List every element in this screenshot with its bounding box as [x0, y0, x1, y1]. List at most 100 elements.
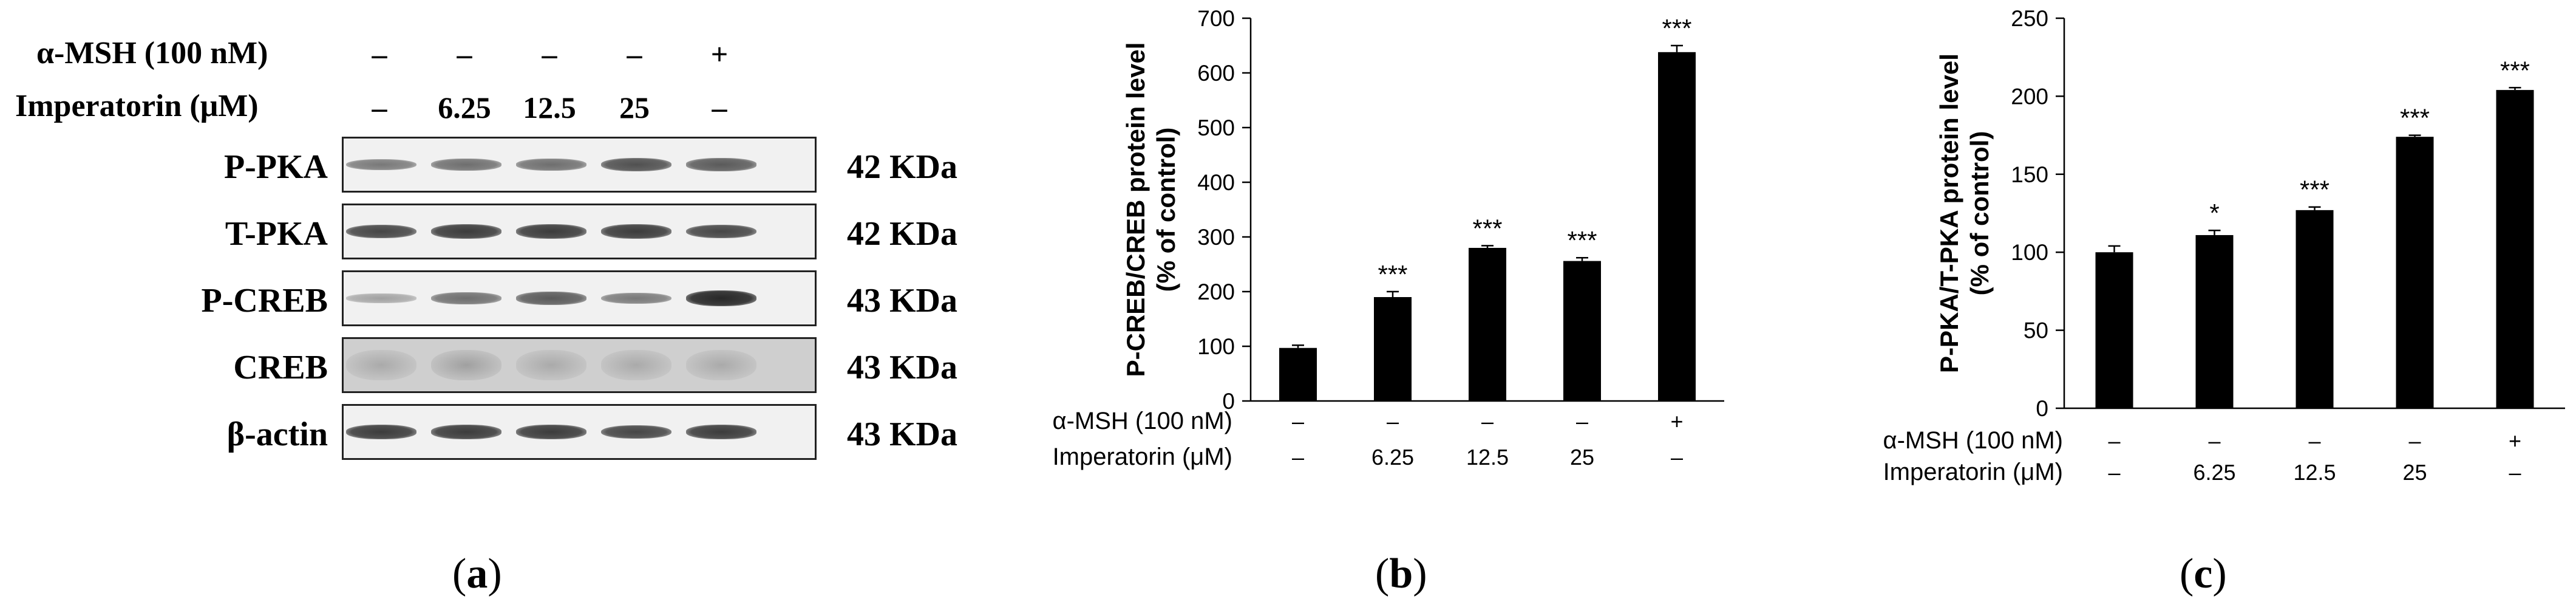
treatment-value: –	[542, 37, 557, 71]
blot-band	[601, 425, 671, 439]
panel-letter-c: (c)	[2180, 550, 2227, 597]
y-tick-label: 700	[1197, 6, 1235, 31]
treatment-row-value: –	[2408, 428, 2421, 453]
blot-label: β-actin	[226, 416, 328, 453]
treatment-row-label: α-MSH (100 nM)	[1052, 408, 1232, 434]
treatment-row-label: Imperatorin (μM)	[1053, 443, 1232, 470]
blot-band	[601, 292, 671, 304]
blot-band	[431, 159, 501, 171]
treatment-row-value: –	[2108, 460, 2120, 485]
y-tick-label: 500	[1197, 115, 1235, 140]
blot-band	[516, 350, 586, 380]
treatment-row-value: 6.25	[1371, 445, 1414, 470]
blot-band	[601, 350, 671, 380]
blot-strip	[342, 337, 817, 393]
y-tick-label: 100	[2011, 240, 2048, 265]
blot-band	[346, 224, 416, 239]
blot-strip	[342, 204, 817, 259]
blot-label: CREB	[233, 349, 328, 386]
blot-molecular-weight: 43 KDa	[847, 349, 957, 386]
treatment-value: –	[627, 37, 642, 71]
treatment-value: 12.5	[523, 91, 576, 125]
treatment-value: –	[712, 91, 727, 125]
significance-label: ***	[2500, 56, 2530, 84]
treatment-row-label: Imperatorin (μM)	[1883, 459, 2063, 485]
treatment-value: –	[457, 37, 472, 71]
y-tick-label: 400	[1197, 170, 1235, 195]
bar	[1658, 52, 1696, 402]
y-axis-label: P-CREB/CREB protein level	[1121, 43, 1150, 377]
y-tick-label: 300	[1197, 225, 1235, 250]
significance-label: *	[2209, 199, 2219, 227]
blot-label: P-PKA	[223, 148, 328, 186]
panel-letter-b: (b)	[1375, 550, 1427, 597]
blot-band	[431, 425, 501, 439]
blot-band	[601, 158, 671, 171]
blot-band	[601, 224, 671, 239]
significance-label: ***	[1378, 260, 1407, 289]
bar	[2396, 137, 2434, 408]
treatment-row-value: –	[1292, 445, 1304, 470]
blot-band	[686, 350, 756, 380]
treatment-label-imperatorin: Imperatorin (μM)	[15, 89, 259, 123]
significance-label: ***	[1662, 14, 1691, 43]
treatment-row-value: –	[1576, 409, 1588, 434]
y-tick-label: 50	[2024, 318, 2048, 343]
treatment-row-value: +	[2509, 428, 2521, 453]
treatment-row-value: –	[2108, 428, 2120, 453]
bar	[2496, 90, 2534, 409]
y-tick-label: 200	[1197, 279, 1235, 304]
blot-label: P-CREB	[201, 282, 328, 320]
blot-band	[431, 350, 501, 380]
treatment-row-value: 25	[1570, 445, 1594, 470]
blot-band	[516, 159, 586, 171]
blot-band	[431, 292, 501, 304]
treatment-label-amsh: α-MSH (100 nM)	[36, 36, 268, 70]
blot-molecular-weight: 43 KDa	[847, 416, 957, 453]
treatment-value: –	[372, 37, 387, 71]
treatment-row-value: 25	[2402, 460, 2427, 485]
blot-strip	[342, 270, 817, 326]
blot-band	[686, 425, 756, 439]
y-tick-label: 200	[2011, 84, 2048, 109]
treatment-row-value: +	[1670, 409, 1683, 434]
treatment-value: –	[372, 91, 387, 125]
treatment-row-value: 12.5	[2293, 460, 2336, 485]
bar	[1374, 297, 1412, 401]
bar	[2095, 252, 2133, 408]
treatment-row-value: –	[2208, 428, 2220, 453]
blot-band	[346, 350, 416, 380]
blot-strip	[342, 137, 817, 193]
treatment-row-value: –	[1671, 445, 1683, 470]
blot-molecular-weight: 42 KDa	[847, 148, 957, 186]
y-tick-label: 0	[1222, 389, 1235, 414]
treatment-row-value: –	[1481, 409, 1494, 434]
treatment-row-value: 6.25	[2193, 460, 2235, 485]
blot-band	[431, 224, 501, 239]
significance-label: ***	[2400, 104, 2430, 132]
y-axis-label-units: (% of control)	[1152, 128, 1180, 292]
bar	[1279, 348, 1317, 401]
blot-band	[686, 290, 756, 306]
chart-panel-b: 0 100 200 300 400 500 600 700 P-CREB/CREB protei…	[1052, 6, 1724, 470]
blot-band	[346, 425, 416, 439]
treatment-row-value: –	[2308, 428, 2320, 453]
bar	[2195, 235, 2234, 408]
bar	[1469, 248, 1506, 401]
blot-band	[516, 292, 586, 305]
y-tick-label: 100	[1197, 334, 1235, 359]
y-tick-label: 600	[1197, 61, 1235, 86]
blot-band	[686, 158, 756, 171]
significance-label: ***	[1472, 214, 1502, 242]
bar	[1563, 261, 1601, 401]
significance-label: ***	[1567, 226, 1597, 255]
blot-band	[346, 293, 416, 303]
treatment-value: 6.25	[438, 91, 491, 125]
treatment-row-value: –	[1387, 409, 1399, 434]
blot-strip	[342, 404, 817, 460]
treatment-row-value: –	[1292, 409, 1304, 434]
blot-label: T-PKA	[225, 215, 328, 253]
y-tick-label: 150	[2011, 162, 2048, 187]
treatment-row-value: 12.5	[1466, 445, 1509, 470]
blot-molecular-weight: 42 KDa	[847, 215, 957, 253]
